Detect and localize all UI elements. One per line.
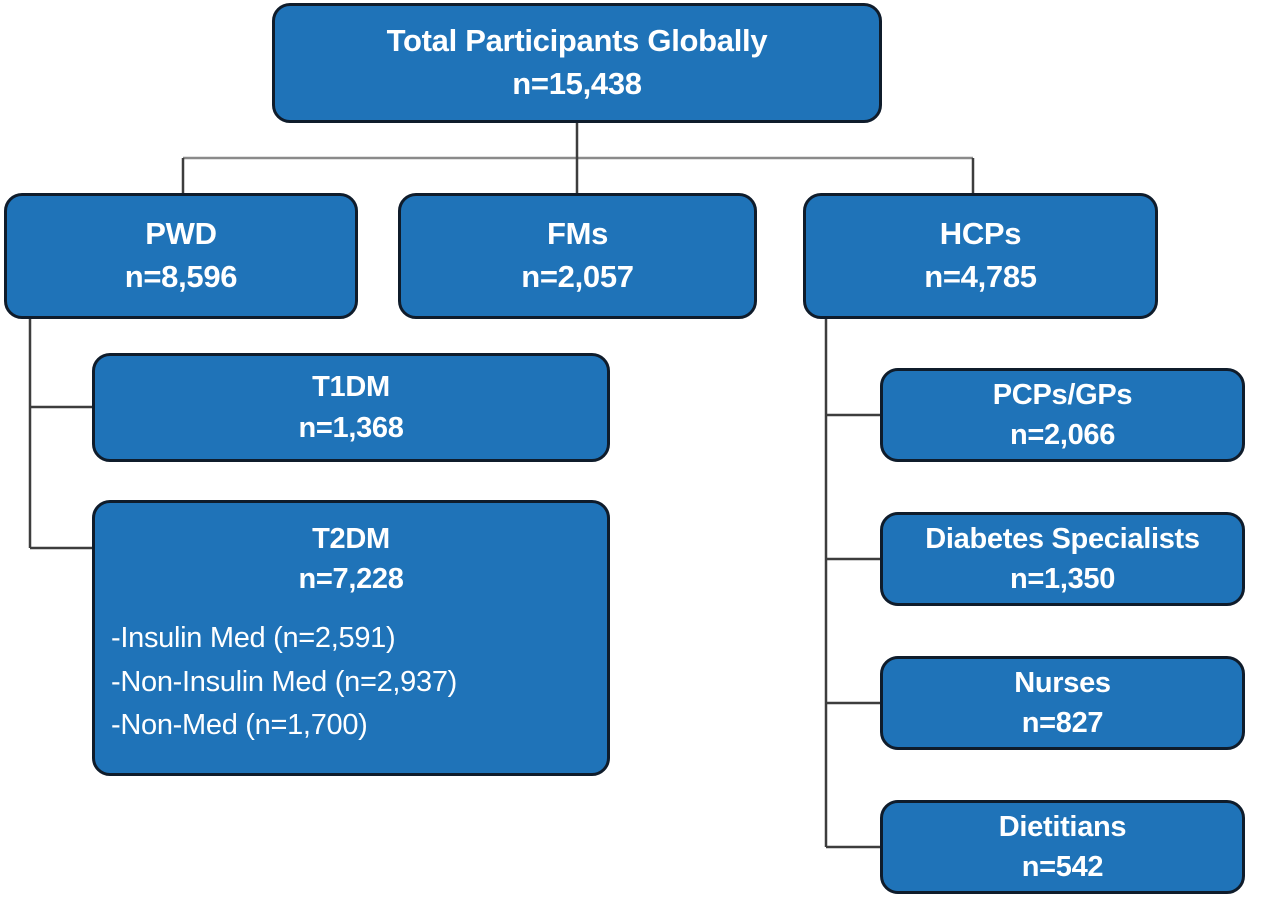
- node-label: Diabetes Specialists: [925, 522, 1200, 555]
- node-count: n=2,057: [521, 259, 634, 294]
- node-label: HCPs: [939, 216, 1022, 252]
- node-dietitians: Dietitians n=542: [880, 800, 1245, 894]
- node-pwd: PWD n=8,596: [4, 193, 358, 319]
- connector-pwd-branch: [28, 319, 92, 550]
- node-count: n=542: [1021, 851, 1104, 883]
- node-count: n=2,066: [1009, 419, 1116, 451]
- node-total-participants: Total Participants Globally n=15,438: [272, 3, 882, 123]
- node-label: Nurses: [1014, 666, 1111, 699]
- node-count: n=7,228: [298, 563, 404, 596]
- node-pcps-gps: PCPs/GPs n=2,066: [880, 368, 1245, 462]
- node-hcps: HCPs n=4,785: [803, 193, 1158, 319]
- node-t2dm: T2DM n=7,228 -Insulin Med (n=2,591) -Non…: [92, 500, 610, 776]
- node-label: FMs: [546, 216, 609, 252]
- node-label: T2DM: [312, 523, 390, 555]
- node-count: n=1,350: [1009, 563, 1116, 595]
- node-label: PWD: [145, 216, 217, 252]
- node-count: n=8,596: [124, 259, 238, 294]
- connector-top: [181, 123, 975, 193]
- breakdown-item-non-insulin-med: -Non-Insulin Med (n=2,937): [111, 665, 458, 698]
- node-count: n=1,368: [298, 411, 404, 444]
- node-diabetes-specialists: Diabetes Specialists n=1,350: [880, 512, 1245, 606]
- node-label: Total Participants Globally: [386, 23, 768, 59]
- breakdown-item-non-med: -Non-Med (n=1,700): [111, 709, 368, 742]
- node-count: n=15,438: [512, 66, 642, 101]
- node-t1dm: T1DM n=1,368: [92, 353, 610, 462]
- node-label: T1DM: [312, 371, 390, 404]
- node-t2dm-breakdown: -Insulin Med (n=2,591) -Non-Insulin Med …: [95, 617, 457, 748]
- node-count: n=4,785: [924, 259, 1037, 294]
- node-label: PCPs/GPs: [992, 378, 1133, 411]
- node-label: Dietitians: [998, 810, 1127, 843]
- node-count: n=827: [1021, 707, 1104, 739]
- node-nurses: Nurses n=827: [880, 656, 1245, 750]
- connector-hcps-branch: [824, 319, 880, 849]
- breakdown-item-insulin-med: -Insulin Med (n=2,591): [111, 622, 396, 655]
- node-fms: FMs n=2,057: [398, 193, 757, 319]
